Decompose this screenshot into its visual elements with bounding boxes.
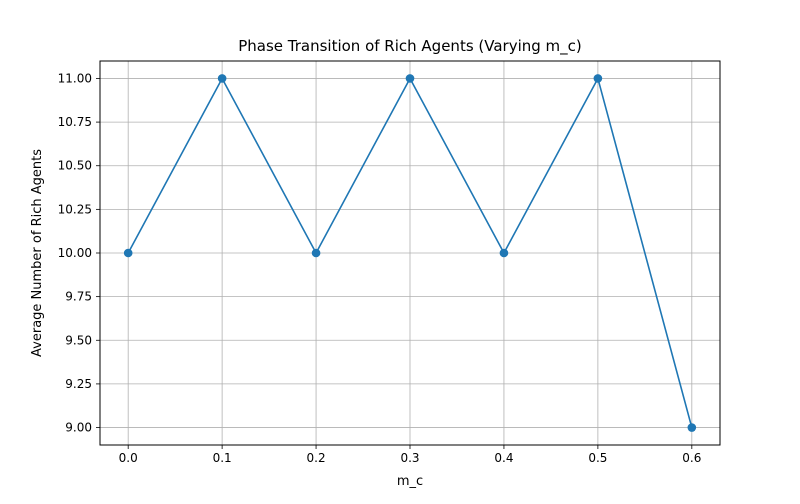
chart-title: Phase Transition of Rich Agents (Varying…	[238, 37, 582, 56]
y-tick-label: 9.00	[65, 421, 92, 435]
x-tick-label: 0.4	[494, 451, 513, 465]
y-tick-label: 10.50	[58, 159, 92, 173]
y-tick-label: 9.75	[65, 290, 92, 304]
data-point	[123, 248, 133, 258]
x-tick-label: 0.6	[682, 451, 701, 465]
x-tick-label: 0.2	[307, 451, 326, 465]
y-tick-label: 9.50	[65, 333, 92, 347]
data-point	[499, 248, 509, 258]
y-axis-label: Average Number of Rich Agents	[30, 149, 45, 357]
tick-layer: 0.0 0.1 0.2 0.3 0.4 0.5 0.6 9.00 9.25 9.50 9.75 10.…	[58, 71, 702, 465]
x-tick-label: 0.5	[588, 451, 607, 465]
y-tick-label: 9.25	[65, 377, 92, 391]
y-tick-label: 10.75	[58, 115, 92, 129]
grid-layer	[100, 61, 720, 445]
x-axis-label: m_c	[397, 474, 423, 489]
x-tick-label: 0.1	[213, 451, 232, 465]
y-tick-label: 10.00	[58, 246, 92, 260]
x-tick-label: 0.3	[400, 451, 419, 465]
data-point	[311, 248, 321, 258]
data-point	[405, 74, 415, 83]
y-tick-label: 10.25	[58, 202, 92, 216]
series-layer	[123, 74, 697, 432]
x-tick-label: 0.0	[119, 451, 138, 465]
data-point	[687, 423, 697, 432]
y-tick-label: 11.00	[58, 71, 92, 85]
data-point	[593, 74, 603, 83]
data-point	[217, 74, 227, 83]
